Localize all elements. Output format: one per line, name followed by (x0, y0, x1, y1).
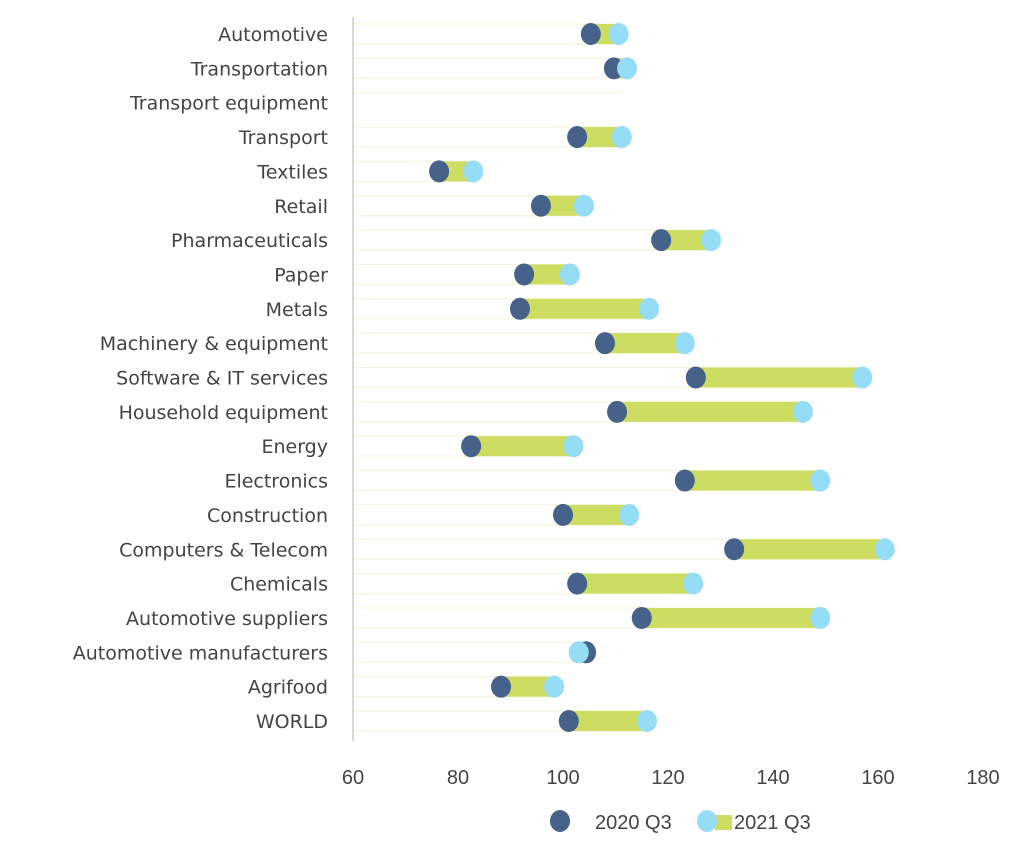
point-2021-machinery-equipment[interactable] (674, 332, 695, 355)
difference-bar-computers-telecom (734, 539, 885, 560)
point-2020-world[interactable] (558, 710, 579, 732)
point-2021-household-equipment[interactable] (792, 400, 813, 423)
category-label-automotive-manufacturers: Automotive manufacturers (73, 642, 328, 664)
point-2020-metals[interactable] (509, 297, 530, 320)
point-2020-automotive-suppliers[interactable] (631, 606, 652, 629)
point-2020-construction[interactable] (553, 503, 573, 526)
category-label-textiles: Textiles (256, 161, 328, 183)
point-2021-world[interactable] (637, 710, 657, 732)
point-2020-agrifood[interactable] (491, 675, 512, 698)
point-2021-metals[interactable] (639, 297, 660, 320)
category-label-household-equipment: Household equipment (119, 402, 328, 424)
difference-bar-paper (524, 264, 570, 285)
difference-bar-machinery-equipment (605, 333, 685, 354)
category-label-paper: Paper (274, 264, 328, 286)
point-2020-paper[interactable] (514, 263, 535, 286)
difference-bar-chemicals (577, 573, 694, 594)
x-axis-ticks: 60 80 100 120 140 160 180 (342, 767, 1000, 789)
point-2020-chemicals[interactable] (567, 572, 588, 595)
difference-bar-world (568, 711, 647, 731)
category-label-pharmaceuticals: Pharmaceuticals (171, 230, 328, 252)
category-label-transport-equipment: Transport equipment (129, 93, 328, 115)
category-label-agrifood: Agrifood (248, 677, 328, 699)
point-2020-electronics[interactable] (674, 469, 695, 492)
point-2021-agrifood[interactable] (544, 675, 565, 698)
difference-bars (439, 24, 885, 731)
category-label-world: WORLD (256, 711, 328, 733)
difference-bar-metals (519, 298, 650, 319)
category-label-transport: Transport (238, 127, 328, 149)
category-label-retail: Retail (274, 196, 328, 218)
category-label-construction: Construction (207, 505, 328, 527)
category-label-automotive-suppliers: Automotive suppliers (126, 608, 328, 630)
point-2021-chemicals[interactable] (683, 572, 704, 595)
point-2021-pharmaceuticals[interactable] (701, 229, 722, 252)
point-2021-retail[interactable] (574, 194, 594, 217)
category-label-computers-telecom: Computers & Telecom (119, 539, 328, 561)
point-2020-software-it-services[interactable] (685, 366, 706, 389)
x-tick-label-160: 160 (861, 767, 894, 789)
difference-bar-pharmaceuticals (661, 230, 712, 251)
legend-bar-2021-icon (715, 815, 732, 830)
point-2021-textiles[interactable] (463, 160, 484, 183)
point-2020-automotive[interactable] (580, 23, 601, 45)
x-tick-label-60: 60 (342, 767, 364, 789)
point-2021-transport[interactable] (611, 126, 632, 149)
legend-item-2021[interactable]: 2021 Q3 (697, 810, 811, 834)
difference-bar-household-equipment (617, 401, 803, 422)
difference-bar-retail (540, 195, 584, 216)
point-2020-machinery-equipment[interactable] (595, 332, 615, 355)
data-points (429, 23, 895, 732)
point-2020-computers-telecom[interactable] (724, 538, 745, 561)
point-2021-paper[interactable] (559, 263, 580, 286)
point-2021-automotive-manufacturers[interactable] (568, 641, 589, 664)
difference-bar-automotive-suppliers (641, 607, 821, 628)
category-label-transportation: Transportation (190, 58, 328, 80)
category-label-software-it-services: Software & IT services (116, 368, 328, 390)
point-2020-transport[interactable] (567, 126, 588, 149)
category-label-electronics: Electronics (224, 471, 328, 493)
difference-bar-agrifood (501, 676, 555, 697)
category-label-machinery-equipment: Machinery & equipment (100, 333, 328, 355)
x-tick-label-180: 180 (966, 767, 999, 789)
point-2020-retail[interactable] (530, 194, 551, 217)
point-2021-electronics[interactable] (810, 469, 831, 492)
legend-label-2021: 2021 Q3 (734, 812, 811, 834)
category-label-metals: Metals (266, 299, 328, 321)
legend: 2020 Q3 2021 Q3 (550, 810, 811, 834)
point-2021-software-it-services[interactable] (852, 366, 873, 389)
legend-marker-2020-icon (550, 810, 570, 832)
difference-bar-transport (577, 127, 622, 148)
difference-bar-energy (471, 436, 574, 457)
point-2021-automotive-suppliers[interactable] (810, 606, 831, 629)
point-2020-household-equipment[interactable] (607, 400, 628, 423)
x-tick-label-80: 80 (447, 767, 469, 789)
point-2020-pharmaceuticals[interactable] (651, 229, 672, 252)
difference-bar-electronics (684, 470, 821, 491)
difference-bar-construction (563, 504, 630, 525)
point-2021-construction[interactable] (619, 503, 640, 526)
legend-marker-2021-icon (697, 810, 717, 832)
point-2021-transportation[interactable] (617, 57, 638, 80)
point-2021-automotive[interactable] (608, 23, 629, 45)
x-tick-label-120: 120 (651, 767, 684, 789)
category-label-chemicals: Chemicals (230, 574, 328, 596)
x-tick-label-140: 140 (756, 767, 789, 789)
category-labels: Automotive Transportation Transport equipm… (73, 24, 328, 733)
legend-item-2020[interactable]: 2020 Q3 (550, 810, 672, 834)
point-2020-textiles[interactable] (429, 160, 450, 183)
category-label-energy: Energy (261, 436, 328, 458)
point-2020-energy[interactable] (461, 435, 482, 458)
x-tick-label-100: 100 (546, 767, 579, 789)
difference-bar-software-it-services (695, 367, 863, 388)
category-label-automotive: Automotive (218, 24, 328, 46)
point-2021-computers-telecom[interactable] (874, 538, 895, 561)
legend-label-2020: 2020 Q3 (595, 812, 672, 834)
point-2021-energy[interactable] (563, 435, 584, 458)
